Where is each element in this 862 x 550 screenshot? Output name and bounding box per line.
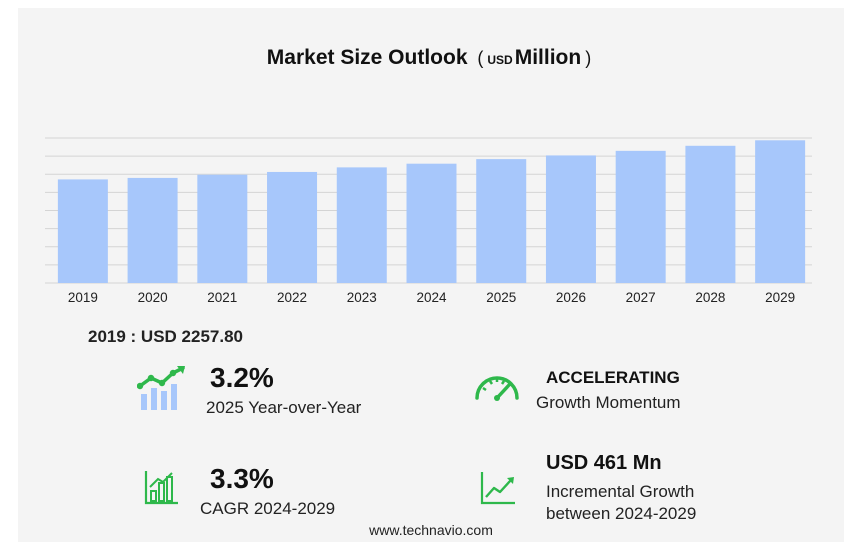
title-main: Market Size Outlook [266,46,468,69]
bar-chart-icon [144,469,180,510]
bar-2021 [197,174,248,283]
x-tick-label: 2026 [556,290,586,305]
yoy-stat: 3.2% 2025 Year-over-Year [206,362,361,418]
x-tick-label: 2019 [68,290,98,305]
line-chart-icon [480,471,516,510]
speedometer-icon [473,370,521,407]
momentum-label: Growth Momentum [536,393,681,412]
momentum-stat: ACCELERATING Growth Momentum [536,368,681,413]
title-open-paren: ( [477,48,484,68]
bar-chart: 2019 2020 2021 2022 2023 2024 2025 2026 2027 2028… [45,137,812,305]
bar-2028 [685,145,736,283]
bar-2022 [267,171,318,283]
bar-2019 [57,179,108,283]
cagr-stat: 3.3% CAGR 2024-2029 [200,463,335,519]
yoy-value: 3.2% [210,362,274,393]
chart-title: Market Size Outlook (USDMillion) [0,46,862,70]
title-unit: Million [514,46,582,69]
bar-2027 [615,150,666,283]
yoy-label: 2025 Year-over-Year [206,398,362,417]
title-currency: USD [487,53,513,67]
bar-2020 [127,177,178,283]
x-tick-label: 2024 [416,290,447,305]
momentum-value: ACCELERATING [546,368,680,387]
bar-2023 [336,167,387,283]
growth-bars-icon [136,364,187,417]
x-tick-label: 2020 [138,290,168,305]
base-year-value: 2019 : USD 2257.80 [88,327,243,346]
x-tick-label: 2025 [486,290,516,305]
x-tick-label: 2027 [626,290,656,305]
source-footer: www.technavio.com [369,522,493,538]
bar-2029 [755,140,806,283]
cagr-label: CAGR 2024-2029 [200,499,336,518]
incremental-stat: USD 461 Mn Incremental Growth between 20… [546,452,696,524]
bar-2024 [406,163,457,283]
x-tick-label: 2021 [207,290,237,305]
incremental-label-2: between 2024-2029 [546,504,697,523]
bar-2026 [545,155,596,283]
x-tick-label: 2022 [277,290,307,305]
incremental-label-1: Incremental Growth [546,482,695,501]
bar-2025 [476,159,527,283]
x-tick-label: 2029 [765,290,795,305]
x-tick-label: 2028 [695,290,725,305]
cagr-value: 3.3% [210,463,274,494]
title-close-paren: ) [585,48,592,68]
incremental-value: USD 461 Mn [546,452,662,474]
x-tick-label: 2023 [347,290,377,305]
